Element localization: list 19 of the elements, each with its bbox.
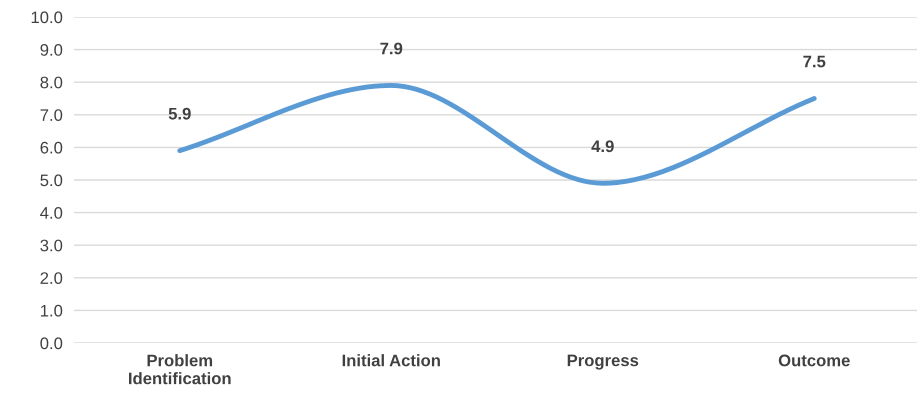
y-tick-label: 6.0 <box>40 142 62 154</box>
x-tick-label: Progress <box>568 354 638 370</box>
y-tick-label: 0.0 <box>40 337 62 350</box>
x-tick-label: Outcome <box>778 354 850 366</box>
y-tick-label: 4.0 <box>40 207 62 219</box>
data-label: 5.9 <box>168 108 191 120</box>
data-label: 7.9 <box>380 42 402 54</box>
y-tick-label: 5.0 <box>40 174 62 186</box>
y-tick-label: 1.0 <box>40 304 62 317</box>
y-tick-label: 10.0 <box>32 11 62 24</box>
y-tick-label: 2.0 <box>40 272 62 284</box>
y-tick-label: 8.0 <box>40 76 62 88</box>
x-tick-label: Initial Action <box>342 354 440 366</box>
data-label: 4.9 <box>591 140 614 152</box>
y-tick-label: 3.0 <box>40 240 62 252</box>
y-tick-label: 9.0 <box>40 44 62 56</box>
x-tick-label: Problem Identification <box>129 354 231 384</box>
y-tick-label: 7.0 <box>40 109 62 122</box>
data-label: 7.5 <box>803 56 826 68</box>
